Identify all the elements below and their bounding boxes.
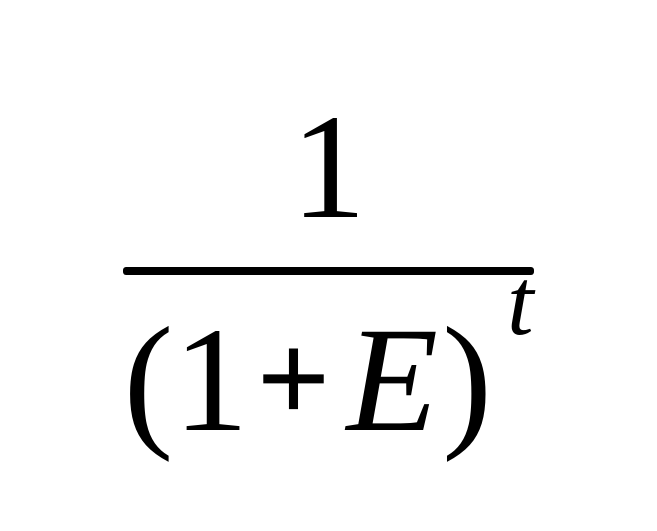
exponent-t: t	[507, 255, 533, 350]
open-paren: (	[123, 305, 173, 455]
fraction-bar	[123, 267, 533, 275]
term-one: 1	[173, 305, 248, 455]
close-paren: )	[442, 305, 492, 455]
variable-e: E	[347, 305, 439, 455]
plus-operator: +	[256, 314, 330, 444]
math-fraction: 1 ( 1 + E ) t	[123, 77, 533, 455]
fraction-numerator: 1	[271, 77, 386, 267]
denominator-base: ( 1 + E )	[123, 305, 492, 455]
fraction-denominator: ( 1 + E ) t	[123, 275, 533, 455]
numerator-value: 1	[291, 84, 366, 250]
